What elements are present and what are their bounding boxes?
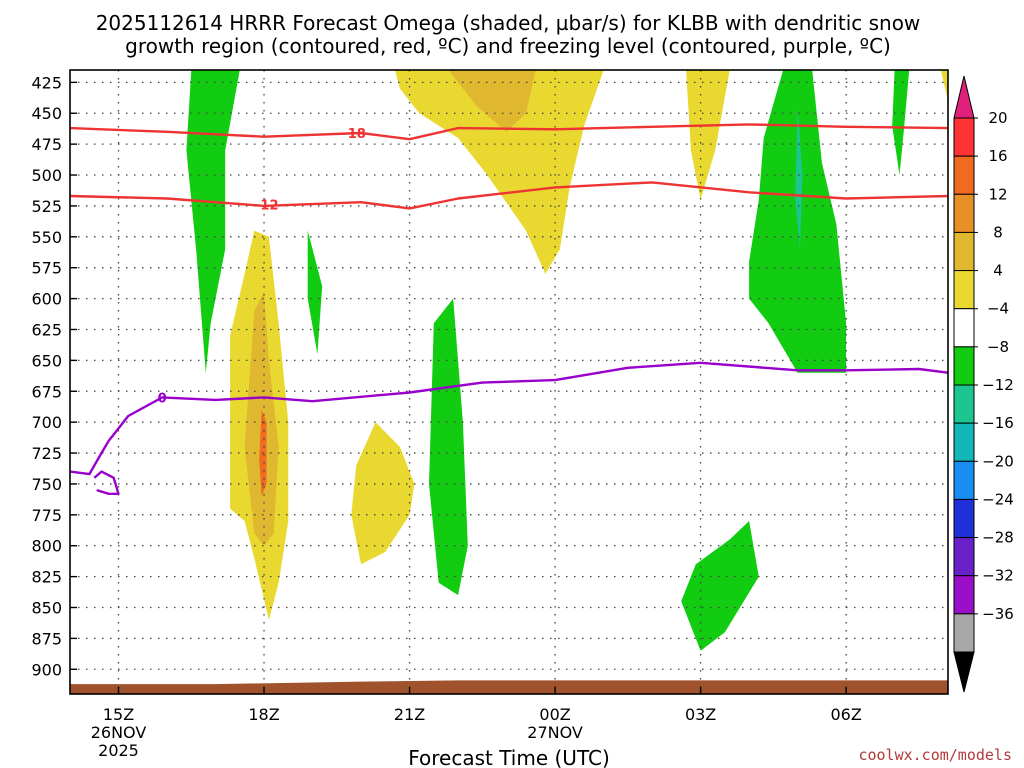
y-tick-label: 500 (31, 166, 62, 185)
x-tick-label: 21Z (394, 705, 425, 724)
x-tick-label: 03Z (685, 705, 716, 724)
freezing-level-contour-label: 0 (158, 391, 167, 406)
chart-title-line1: 2025112614 HRRR Forecast Omega (shaded, … (96, 11, 921, 35)
colorbar-top-arrow (953, 75, 975, 119)
y-tick-label: 675 (31, 382, 62, 401)
axes: 425 450 475 500 525 550 575 600 625 650 675 700 725 7… (31, 69, 949, 760)
y-tick-label: 450 (31, 104, 62, 123)
colorbar-segment (953, 270, 975, 310)
y-tick-label: 850 (31, 599, 62, 618)
x-tick-label: 18Z (248, 705, 279, 724)
colorbar-segment (953, 308, 975, 348)
omega-region (395, 70, 604, 274)
dgz-contour-label: −12 (250, 199, 279, 214)
colorbar-label: 16 (988, 147, 1007, 165)
x-tick-label: 15Z (103, 705, 134, 724)
omega-region (681, 521, 759, 651)
colorbar-label: 20 (988, 109, 1007, 127)
colorbar-segment (953, 498, 975, 539)
colorbar-segment (953, 460, 975, 500)
colorbar-segment (953, 422, 975, 462)
terrain-band (70, 680, 948, 694)
y-tick-label: 650 (31, 351, 62, 370)
colorbar-label: −16 (982, 414, 1014, 432)
colorbar-label: −36 (982, 605, 1014, 623)
colorbar-segment (953, 117, 975, 157)
colorbar-label: −24 (982, 490, 1014, 508)
y-tick-label: 625 (31, 320, 62, 339)
colorbar-bottom-arrow (953, 651, 975, 693)
y-tick-label: 900 (31, 660, 62, 679)
x-tick-sublabel: 26NOV (91, 723, 147, 742)
plot-area: −18 −12 0 (70, 70, 948, 694)
omega-region (795, 107, 803, 250)
credit-link[interactable]: coolwx.com/models (858, 746, 1012, 764)
colorbar-segment (953, 613, 975, 653)
omega-region (351, 422, 415, 565)
colorbar-label: 8 (993, 223, 1003, 241)
y-tick-label: 825 (31, 568, 62, 587)
colorbar-label: 4 (993, 262, 1003, 280)
omega-region (686, 70, 730, 200)
colorbar-segment (953, 346, 975, 386)
colorbar-label: −4 (987, 300, 1009, 318)
dgz-contour (70, 123, 948, 141)
plot-content: −18 −12 0 (70, 70, 948, 694)
omega-region (448, 70, 536, 132)
freezing-level-contour (70, 361, 948, 476)
colorbar-label: −32 (982, 567, 1014, 585)
y-tick-label: 700 (31, 413, 62, 432)
y-tick-label: 425 (31, 73, 62, 92)
dgz-contour-label: −18 (337, 127, 366, 142)
omega-region (940, 70, 948, 101)
colorbar-segment (953, 193, 975, 233)
plot-frame (69, 69, 949, 695)
colorbar-segment (953, 231, 975, 272)
y-tick-label: 525 (31, 197, 62, 216)
x-tick-label: 00Z (539, 705, 570, 724)
x-tick-sublabel: 2025 (98, 741, 139, 760)
omega-region (186, 70, 240, 373)
x-tick-label: 06Z (830, 705, 861, 724)
omega-region (307, 230, 323, 355)
colorbar-label: 12 (988, 185, 1007, 203)
colorbar: 20 16 12 8 4 −4 −8 −12 −16 −20 −24 −28 −32 −36 (953, 75, 1014, 693)
freezing-level-contour (93, 470, 120, 495)
colorbar-label: −28 (982, 529, 1014, 547)
colorbar-segment (953, 155, 975, 195)
colorbar-label: −8 (987, 338, 1009, 356)
y-tick-label: 550 (31, 228, 62, 247)
y-tick-label: 875 (31, 629, 62, 648)
colorbar-label: −20 (982, 452, 1014, 470)
chart-title-line2: growth region (contoured, red, ºC) and f… (125, 34, 891, 58)
y-tick-label: 575 (31, 259, 62, 278)
colorbar-label: −12 (982, 376, 1014, 394)
y-tick-label: 750 (31, 475, 62, 494)
x-tick-sublabel: 27NOV (527, 723, 583, 742)
y-tick-label: 775 (31, 506, 62, 525)
y-tick-label: 725 (31, 444, 62, 463)
y-tick-label: 475 (31, 135, 62, 154)
colorbar-segment (953, 537, 975, 577)
x-axis-label: Forecast Time (UTC) (408, 746, 610, 768)
dgz-contour (70, 181, 948, 210)
y-tick-label: 800 (31, 537, 62, 556)
colorbar-segment (953, 384, 975, 424)
omega-region (892, 70, 910, 175)
colorbar-segment (953, 575, 975, 615)
y-tick-label: 600 (31, 290, 62, 309)
omega-region (429, 298, 468, 596)
